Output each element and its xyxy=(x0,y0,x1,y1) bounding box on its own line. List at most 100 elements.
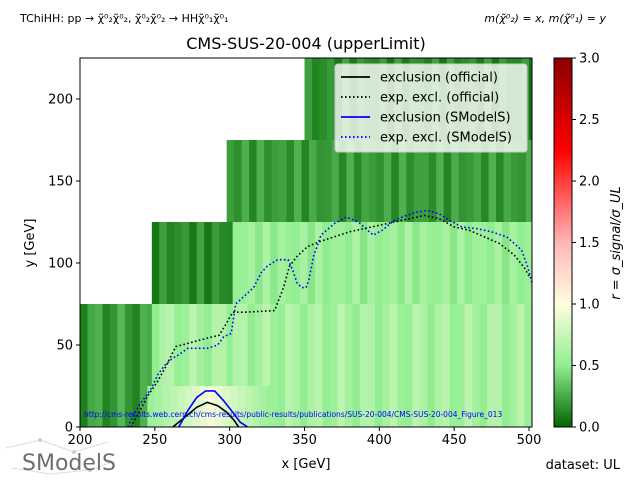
heatmap-cell xyxy=(304,58,313,140)
colorbar-tick-label: 0.5 xyxy=(579,359,600,374)
heatmap-cell xyxy=(229,386,238,427)
heatmap-cell xyxy=(428,140,437,222)
logo-node xyxy=(72,450,76,454)
colorbar-tick-label: 2.5 xyxy=(579,113,600,128)
heatmap-cell xyxy=(240,304,249,427)
heatmap-cell xyxy=(199,386,208,427)
heatmap-cell xyxy=(196,222,205,304)
heatmap-cell xyxy=(367,304,376,427)
logo-text: SModelS xyxy=(22,451,116,476)
heatmap-cell xyxy=(232,222,241,304)
curve-exp-excl-official xyxy=(130,214,530,427)
heatmap-cell xyxy=(524,222,532,304)
heatmap-cell xyxy=(316,140,325,222)
heatmap-cell xyxy=(211,304,220,427)
y-tick-label: 100 xyxy=(48,257,73,272)
heatmap-cell xyxy=(174,304,183,427)
heatmap-cell xyxy=(353,140,362,222)
heatmap-cell xyxy=(204,222,213,304)
heatmap-cell xyxy=(442,222,451,304)
y-axis-label: y [GeV] xyxy=(23,219,38,268)
heatmap-cell xyxy=(286,140,295,222)
curve-exclusion-smodels xyxy=(178,390,249,427)
heatmap-cell xyxy=(368,140,377,222)
heatmap-cell xyxy=(166,222,175,304)
heatmap-cell xyxy=(511,140,520,222)
heatmap-cell xyxy=(94,304,104,427)
heatmap-cell xyxy=(226,304,234,427)
heatmap-cell xyxy=(466,140,475,222)
heatmap-cell xyxy=(473,140,482,222)
heatmap-cell xyxy=(457,222,466,304)
heatmap-cell xyxy=(300,222,309,304)
heatmap-cell xyxy=(177,386,186,427)
heatmap-cell xyxy=(271,140,280,222)
logo-node xyxy=(38,438,42,442)
heatmap-cell xyxy=(196,304,205,427)
heatmap-cell xyxy=(151,222,160,304)
heatmap-cell xyxy=(374,222,383,304)
heatmap-cell xyxy=(359,304,368,427)
heatmap-cell xyxy=(139,304,148,427)
heatmap-cell xyxy=(169,386,178,427)
heatmap-cell xyxy=(502,304,511,427)
heatmap-cell xyxy=(277,304,286,427)
heatmap-cell xyxy=(331,140,340,222)
heatmap-cell xyxy=(352,304,361,427)
heatmap-cell xyxy=(252,386,261,427)
heatmap-cell xyxy=(389,304,398,427)
heatmap-cell xyxy=(397,222,406,304)
heatmap-cell xyxy=(361,140,370,222)
heatmap-cell xyxy=(488,140,497,222)
colorbar-tick-label: 0.0 xyxy=(579,421,600,436)
heatmap-cell xyxy=(247,304,256,427)
heatmap-cell xyxy=(398,140,407,222)
exclusion-curves xyxy=(127,209,532,427)
heatmap-cell xyxy=(322,304,331,427)
heatmap-cell xyxy=(412,304,421,427)
heatmap-cell xyxy=(457,304,466,427)
y-tick-label: 0 xyxy=(65,421,73,436)
heatmap-cell xyxy=(352,222,361,304)
x-tick-label: 350 xyxy=(292,433,317,448)
x-tick-label: 400 xyxy=(367,433,392,448)
colorbar-tick-label: 2.0 xyxy=(579,175,600,190)
heatmap-cell xyxy=(496,140,505,222)
colorbar-gradient xyxy=(553,57,573,428)
heatmap-cell xyxy=(314,222,324,304)
heatmap-cell xyxy=(292,304,301,427)
heatmap-cell xyxy=(443,140,452,222)
heatmap-cell xyxy=(240,222,249,304)
heatmap-cell xyxy=(344,304,353,427)
legend-label: exclusion (SModelS) xyxy=(380,111,511,126)
heatmap-cell xyxy=(102,304,111,427)
curve-exclusion-official xyxy=(172,401,240,427)
logo-node xyxy=(88,468,92,472)
heatmap-cell xyxy=(181,304,190,427)
heatmap-cell xyxy=(294,140,303,222)
heatmap-cell xyxy=(487,222,496,304)
source-url[interactable]: http://cms-results.web.cern.ch/cms-resul… xyxy=(84,410,502,419)
heatmap-cell xyxy=(109,304,119,427)
heatmap-cell xyxy=(226,140,235,222)
heatmap-cell xyxy=(301,140,310,222)
x-tick-label: 250 xyxy=(142,433,167,448)
heatmap-cell xyxy=(117,304,126,427)
heatmap-cell xyxy=(406,140,415,222)
heatmap-cell xyxy=(267,386,276,427)
heatmap-cell xyxy=(262,222,271,304)
plot-frame xyxy=(79,57,533,428)
heatmap-cell xyxy=(374,304,383,427)
heatmap-cell xyxy=(518,140,527,222)
heatmap-cell xyxy=(449,304,458,427)
heatmap-cell xyxy=(154,386,163,427)
heatmap-cell xyxy=(359,222,368,304)
heatmap-cell xyxy=(479,304,488,427)
heatmap-cell xyxy=(329,222,339,304)
x-tick-label: 300 xyxy=(217,433,242,448)
colorbar-tick-label: 1.5 xyxy=(579,236,600,251)
heatmap-cell xyxy=(481,140,490,222)
colorbar-tick-label: 3.0 xyxy=(579,52,600,67)
heatmap-cell xyxy=(464,222,473,304)
heatmap-cell xyxy=(270,304,279,427)
